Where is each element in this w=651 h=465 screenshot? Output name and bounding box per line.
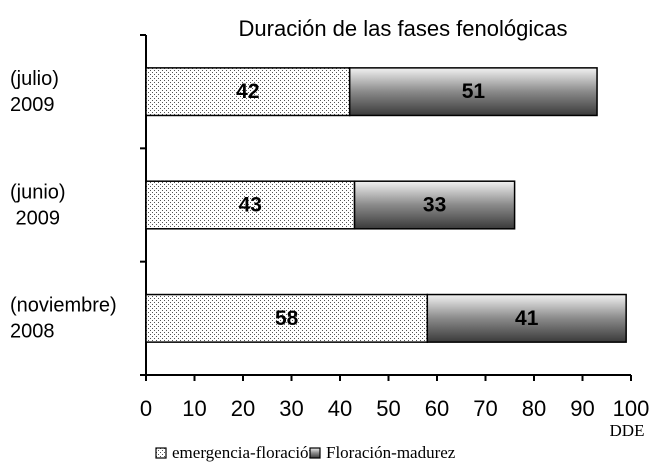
legend-label: Floración-madurez xyxy=(326,443,456,462)
legend-swatch xyxy=(155,447,167,459)
bar-segment xyxy=(353,180,516,230)
legend-label: emergencia-floración xyxy=(172,443,318,462)
x-tick-label: 70 xyxy=(473,396,497,421)
data-label: 43 xyxy=(239,194,262,217)
x-tick-label: 20 xyxy=(231,396,255,421)
y-tick-label: 2009 xyxy=(10,94,55,116)
x-axis-label: DDE xyxy=(610,421,645,440)
x-tick-label: 40 xyxy=(328,396,352,421)
y-tick-label: (noviembre) xyxy=(10,295,117,317)
y-tick-label: 2009 xyxy=(10,207,60,229)
data-label: 51 xyxy=(462,80,486,103)
x-tick-label: 50 xyxy=(376,396,400,421)
x-tick-label: 100 xyxy=(613,396,650,421)
data-label: 58 xyxy=(275,307,299,330)
data-label: 33 xyxy=(423,194,446,217)
x-tick-label: 10 xyxy=(182,396,206,421)
bar-segment xyxy=(348,67,598,117)
x-tick-label: 80 xyxy=(522,396,546,421)
data-label: 42 xyxy=(236,80,259,103)
data-label: 41 xyxy=(515,307,539,330)
x-tick-label: 90 xyxy=(570,396,594,421)
x-tick-label: 0 xyxy=(140,396,152,421)
y-tick-label: (julio) xyxy=(10,68,59,90)
x-tick-label: 60 xyxy=(425,396,449,421)
y-tick-label: 2008 xyxy=(10,321,55,343)
chart-title: Duración de las fases fenológicas xyxy=(239,16,568,41)
bar-segment xyxy=(426,293,627,343)
y-tick-label: (junio) xyxy=(10,181,66,203)
bar-segment xyxy=(145,180,356,230)
x-tick-label: 30 xyxy=(279,396,303,421)
legend-swatch xyxy=(309,447,321,459)
bar-segment xyxy=(145,67,351,117)
